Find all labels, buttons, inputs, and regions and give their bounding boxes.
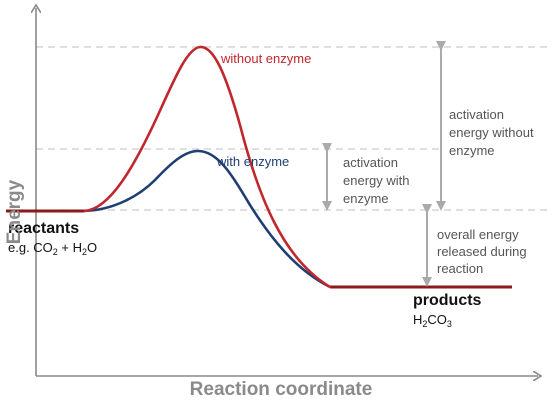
- overall-line-3: reaction: [437, 261, 483, 276]
- x-axis-title: Reaction coordinate: [190, 379, 373, 400]
- activation-with-line-3: enzyme: [343, 191, 389, 206]
- without-enzyme-curve: [83, 45, 331, 289]
- activation-with-line-2: energy with: [343, 173, 409, 188]
- overall-line-1: overall energy: [437, 227, 519, 242]
- without-enzyme-label: without enzyme: [220, 51, 311, 66]
- reactants-example: e.g. CO2 + H2O: [8, 240, 97, 257]
- with-enzyme-curve: [83, 149, 331, 289]
- overall-energy-text: overall energy released during reaction: [437, 227, 530, 276]
- products-sub-2: 3: [447, 319, 452, 329]
- reactants-sub-1: 2: [53, 247, 58, 257]
- reactants-sub-2: 2: [82, 247, 87, 257]
- reactants-example-mid: + H: [58, 240, 82, 255]
- reactants-example-suffix: O: [87, 240, 97, 255]
- activation-with-line-1: activation: [343, 155, 398, 170]
- products-mid: CO: [427, 312, 447, 327]
- activation-without-line-1: activation: [449, 107, 504, 122]
- activation-with-text: activation energy with enzyme: [343, 155, 413, 206]
- overall-line-2: released during: [437, 244, 527, 259]
- products-h: H: [413, 312, 422, 327]
- products-sub-1: 2: [422, 319, 427, 329]
- activation-without-line-3: enzyme: [449, 143, 495, 158]
- activation-without-line-2: energy without: [449, 125, 534, 140]
- activation-without-text: activation energy without enzyme: [449, 107, 537, 158]
- y-axis-title: Energy: [4, 179, 25, 244]
- reactants-example-prefix: e.g. CO: [8, 240, 53, 255]
- products-formula: H2CO3: [413, 312, 452, 329]
- with-enzyme-label: with enzyme: [216, 154, 289, 169]
- products-title: products: [413, 292, 482, 309]
- reactants-title: reactants: [8, 220, 79, 237]
